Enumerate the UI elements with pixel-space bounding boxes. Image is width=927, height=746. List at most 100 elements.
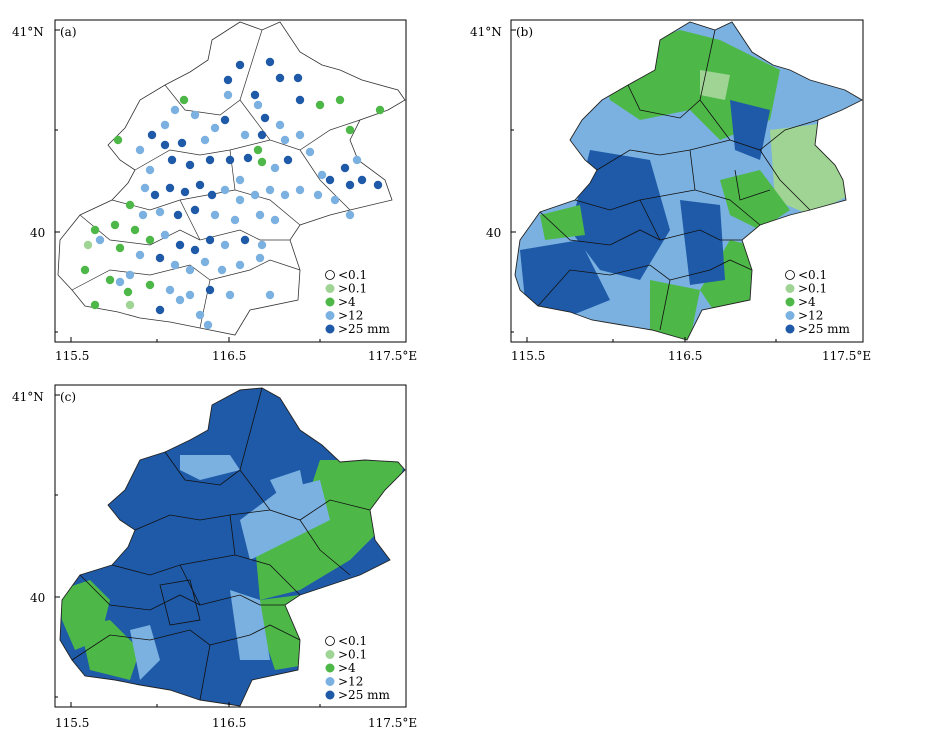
panel-b: (b) <0.1>0.1>4>12>25 mm 41°N 40 115.5 11… — [470, 19, 871, 363]
station-point — [173, 210, 183, 220]
legend-label: <0.1 — [338, 268, 367, 282]
panel-c-label: (c) — [60, 390, 76, 404]
station-point — [185, 160, 195, 170]
station-point — [135, 145, 145, 155]
panel-a-label: (a) — [60, 25, 77, 39]
station-point — [280, 190, 290, 200]
panel-b-frame — [510, 19, 864, 343]
station-point — [138, 210, 148, 220]
panel-a-frame — [54, 19, 407, 343]
station-point — [130, 225, 140, 235]
station-point — [217, 265, 227, 275]
panel-a-legend: <0.1>0.1>4>12>25 mm — [325, 268, 391, 336]
station-point — [340, 163, 350, 173]
legend-label: >12 — [798, 309, 823, 323]
station-point — [175, 240, 185, 250]
legend-swatch — [325, 297, 335, 307]
station-point — [179, 95, 189, 105]
station-point — [275, 120, 285, 130]
panel-c-xlabel-1175: 117.5°E — [368, 716, 417, 730]
station-point — [125, 270, 135, 280]
station-point — [150, 190, 160, 200]
legend-swatch — [785, 284, 795, 293]
legend-label: <0.1 — [338, 634, 367, 648]
legend-label: >12 — [338, 675, 363, 689]
legend-label: >0.1 — [338, 282, 367, 296]
legend-label: <0.1 — [798, 268, 827, 282]
station-point — [253, 145, 263, 155]
station-point — [90, 225, 100, 235]
station-point — [257, 240, 267, 250]
station-point — [165, 285, 175, 295]
station-point — [220, 240, 230, 250]
station-point — [295, 95, 305, 105]
station-point — [140, 183, 150, 193]
station-point — [335, 95, 345, 105]
panel-c-legend: <0.1>0.1>4>12>25 mm — [325, 634, 391, 702]
legend-swatch — [325, 663, 335, 673]
station-point — [80, 265, 90, 275]
station-point — [250, 90, 260, 100]
station-point — [257, 157, 267, 167]
station-point — [195, 180, 205, 190]
station-point — [345, 180, 355, 190]
station-point — [190, 245, 200, 255]
station-point — [250, 190, 260, 200]
station-point — [225, 155, 235, 165]
station-point — [200, 135, 210, 145]
legend-swatch — [325, 636, 335, 646]
legend-label: >4 — [338, 661, 356, 675]
station-point — [223, 75, 233, 85]
panel-c-ticks — [55, 394, 321, 707]
panel-a: (a) <0.1>0.1>4>12>25 mm 41°N 40 115.5 11… — [12, 19, 417, 363]
station-point — [90, 300, 100, 310]
legend-swatch — [325, 690, 335, 700]
station-point — [313, 190, 323, 200]
panel-a-ylabel-40: 40 — [30, 226, 45, 240]
panel-c-xlabel-1165: 116.5 — [212, 716, 246, 730]
panel-b-label: (b) — [516, 25, 533, 39]
legend-label: >25 mm — [338, 322, 391, 336]
panel-c-ylabel-41: 41°N — [12, 390, 44, 404]
station-point — [83, 240, 93, 250]
station-point — [357, 175, 367, 185]
legend-swatch — [325, 270, 335, 280]
station-point — [265, 185, 275, 195]
station-point — [115, 277, 125, 287]
station-point — [235, 195, 245, 205]
station-point — [330, 195, 340, 205]
station-point — [255, 210, 265, 220]
legend-swatch — [785, 311, 795, 320]
station-point — [225, 290, 235, 300]
station-point — [257, 130, 267, 140]
station-point — [352, 155, 362, 165]
panel-a-xlabel-1165: 116.5 — [212, 349, 246, 363]
station-point — [145, 235, 155, 245]
station-point — [295, 185, 305, 195]
panel-b-xlabel-1175: 117.5°E — [822, 349, 871, 363]
station-point — [190, 205, 200, 215]
station-point — [155, 305, 165, 315]
station-point — [167, 155, 177, 165]
station-point — [345, 210, 355, 220]
legend-swatch — [325, 677, 335, 686]
station-point — [145, 280, 155, 290]
legend-swatch — [785, 324, 795, 334]
station-point — [315, 100, 325, 110]
station-point — [220, 185, 230, 195]
station-point — [235, 260, 245, 270]
station-point — [373, 180, 383, 190]
legend-label: >25 mm — [338, 688, 391, 702]
station-point — [205, 155, 215, 165]
station-point — [155, 207, 165, 217]
station-point — [375, 105, 385, 115]
panel-b-ylabel-41: 41°N — [470, 25, 502, 39]
station-point — [185, 265, 195, 275]
legend-swatch — [325, 324, 335, 334]
station-point — [270, 163, 280, 173]
legend-swatch — [325, 650, 335, 659]
station-point — [293, 73, 303, 83]
station-point — [260, 113, 270, 123]
station-point — [200, 257, 210, 267]
